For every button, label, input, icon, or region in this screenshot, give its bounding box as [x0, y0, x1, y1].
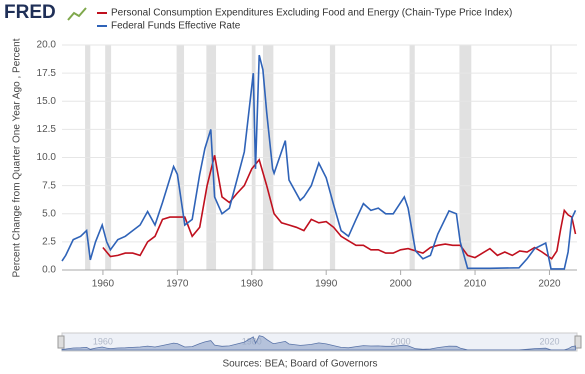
y-tick-label: 20.0 [37, 40, 57, 51]
y-tick-label: 7.5 [42, 180, 56, 191]
y-tick-label: 15.0 [37, 96, 57, 107]
x-tick-label: 2020 [538, 279, 561, 290]
y-tick-label: 5.0 [42, 208, 56, 219]
x-tick-label: 1960 [92, 279, 115, 290]
y-tick-label: 2.5 [42, 237, 56, 248]
legend-label: Federal Funds Effective Rate [111, 21, 241, 32]
navigator-handle[interactable] [574, 335, 582, 349]
series-line [102, 155, 577, 260]
x-tick-label: 1970 [166, 279, 189, 290]
y-tick-label: 0.0 [42, 265, 56, 276]
navigator-tick-label: 2000 [391, 336, 411, 346]
series-line [61, 54, 577, 270]
y-tick-label: 10.0 [37, 152, 57, 163]
x-tick-label: 2000 [389, 279, 412, 290]
source-note: Sources: BEA; Board of Governors [222, 359, 377, 370]
navigator-tick-label: 1960 [93, 336, 113, 346]
y-tick-label: 12.5 [37, 124, 57, 135]
x-tick-label: 1990 [315, 279, 338, 290]
x-tick-label: 1980 [241, 279, 264, 290]
navigator-handle[interactable] [57, 335, 65, 349]
y-tick-label: 17.5 [37, 68, 57, 79]
legend-label: Personal Consumption Expenditures Exclud… [111, 8, 512, 19]
x-tick-label: 2010 [464, 279, 487, 290]
logo: FRED [4, 2, 56, 23]
y-axis-label: Percent Change from Quarter One Year Ago… [12, 38, 23, 277]
navigator-tick-label: 2020 [539, 336, 559, 346]
logo-icon [67, 7, 87, 21]
navigator-series [61, 335, 576, 351]
